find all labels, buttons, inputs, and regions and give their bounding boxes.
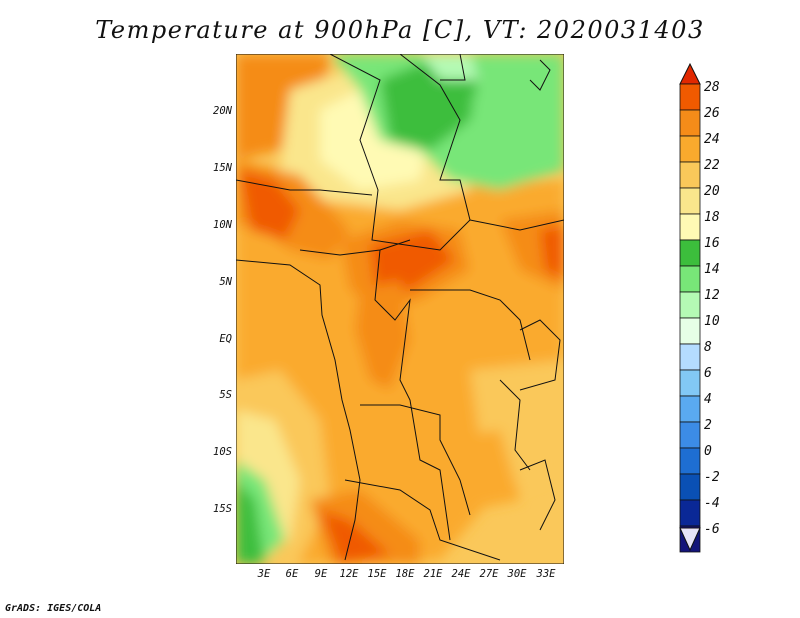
colorbar-label: 20: [704, 184, 720, 199]
lon-label: 12E: [340, 568, 360, 580]
map-area: [236, 54, 564, 564]
colorbar-label: 2: [704, 418, 712, 433]
longitude-labels: 3E 6E 9E 12E 15E 18E 21E 24E 27E 30E 33E: [257, 568, 556, 580]
colorbar-swatch: [679, 343, 701, 371]
lat-label: 10N: [213, 219, 233, 231]
colorbar-label: 18: [704, 210, 720, 225]
lon-label: 3E: [257, 568, 271, 580]
colorbar-label: -2: [704, 470, 720, 485]
colorbar-swatch: [679, 317, 701, 345]
colorbar-swatch: [679, 83, 701, 111]
colorbar-swatch: [679, 161, 701, 189]
colorbar-label: 16: [704, 236, 720, 251]
lon-label: 9E: [315, 568, 328, 580]
lat-label: 20N: [213, 105, 233, 117]
colorbar-swatch: [679, 421, 701, 449]
colorbar-label: -4: [704, 496, 720, 511]
colorbar-label: 28: [704, 80, 720, 95]
lon-label: 21E: [424, 568, 444, 580]
grads-credit: GrADS: IGES/COLA: [5, 603, 102, 614]
colorbar-label: 12: [704, 288, 720, 303]
lon-label: 33E: [536, 568, 557, 580]
map-title: Temperature at 900hPa [C], VT: 202003140…: [95, 16, 705, 44]
colorbar-labels: 28 26 24 22 20 18 16 14 12 10 8 6 4 2 0 …: [704, 80, 720, 537]
colorbar-swatch: [679, 135, 701, 163]
colorbar-swatch: [679, 187, 701, 215]
colorbar-swatch: [679, 395, 701, 423]
colorbar-label: 14: [704, 262, 720, 277]
colorbar-swatch: [679, 473, 701, 501]
colorbar-top-triangle: [679, 62, 701, 85]
colorbar: 28 26 24 22 20 18 16 14 12 10 8 6 4 2 0 …: [679, 62, 720, 553]
colorbar-swatch: [679, 447, 701, 475]
lon-label: 30E: [507, 568, 528, 580]
colorbar-swatch: [679, 499, 701, 527]
colorbar-label: 4: [704, 392, 712, 407]
colorbar-label: 24: [704, 132, 720, 147]
colorbar-swatch: [679, 265, 701, 293]
lon-label: 6E: [286, 568, 299, 580]
colorbar-label: 8: [704, 340, 712, 355]
lat-label: 5N: [219, 276, 232, 288]
lon-label: 15E: [368, 568, 388, 580]
colorbar-label: -6: [704, 522, 720, 537]
lat-label: EQ: [219, 333, 232, 345]
colorbar-bottom-triangle: [679, 527, 701, 552]
colorbar-label: 10: [704, 314, 720, 329]
lon-label: 18E: [396, 568, 416, 580]
lat-label: 15S: [213, 503, 232, 515]
lat-label: 5S: [219, 389, 232, 401]
colorbar-swatch: [679, 239, 701, 267]
colorbar-label: 22: [704, 158, 720, 173]
lon-label: 27E: [480, 568, 500, 580]
colorbar-label: 26: [704, 106, 720, 121]
lat-label: 15N: [213, 162, 233, 174]
latitude-labels: 20N 15N 10N 5N EQ 5S 10S 15S: [213, 105, 233, 515]
colorbar-swatch: [679, 291, 701, 319]
colorbar-swatch: [679, 213, 701, 241]
lon-label: 24E: [452, 568, 472, 580]
lat-label: 10S: [213, 446, 232, 458]
colorbar-label: 0: [704, 444, 712, 459]
colorbar-label: 6: [704, 366, 712, 381]
colorbar-swatch: [679, 109, 701, 137]
colorbar-swatch: [679, 369, 701, 397]
